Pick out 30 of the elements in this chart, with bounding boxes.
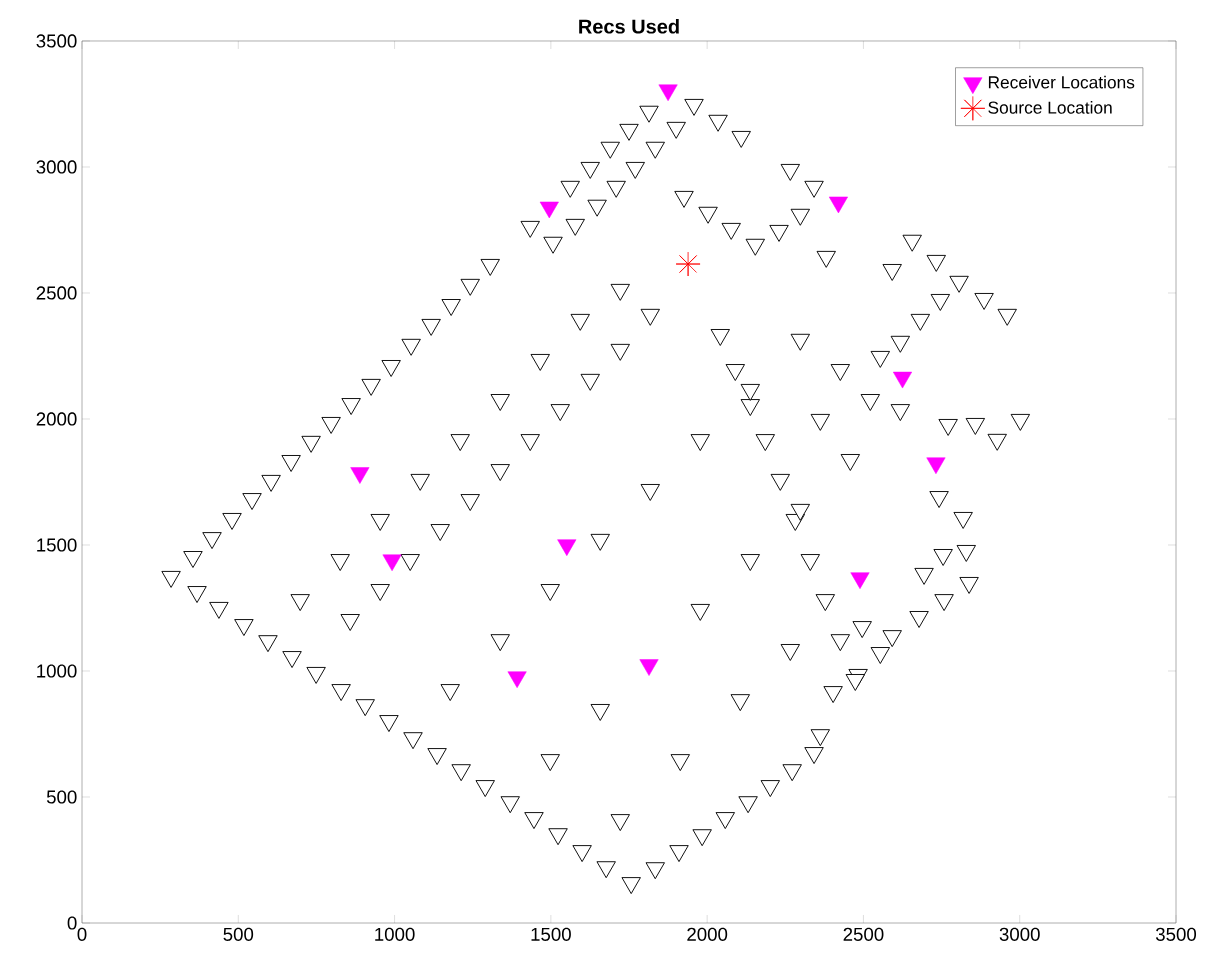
x-tick-label: 3000 (999, 927, 1040, 941)
point (893, 371, 913, 389)
x-tick-label: 1000 (375, 927, 415, 941)
y-tick-label: 1500 (37, 538, 77, 552)
y-tick-label: 0 (67, 916, 77, 930)
legend-label: Source Location (988, 101, 1112, 114)
x-tick-label: 2500 (843, 927, 884, 941)
x-tick-label: 3500 (1155, 927, 1197, 941)
point (828, 196, 848, 214)
x-tick-label: 500 (223, 927, 254, 941)
y-tick-label: 3000 (36, 160, 77, 174)
y-tick-label: 3500 (36, 34, 77, 48)
point (639, 659, 659, 676)
point (382, 554, 402, 572)
y-tick-label: 1000 (37, 664, 77, 678)
y-tick-label: 500 (46, 790, 77, 804)
chart-title: Recs Used (579, 18, 679, 34)
legend-label: Receiver Locations (988, 75, 1135, 89)
point (507, 671, 527, 688)
point (926, 457, 946, 475)
point (658, 84, 678, 102)
point (539, 201, 559, 219)
x-tick-label: 0 (77, 927, 87, 941)
point (350, 467, 370, 484)
y-tick-label: 2500 (36, 286, 77, 300)
point (557, 539, 577, 556)
x-tick-label: 1500 (531, 927, 571, 941)
x-tick-label: 2000 (687, 927, 728, 941)
point (850, 572, 870, 589)
y-tick-label: 2000 (36, 412, 77, 426)
